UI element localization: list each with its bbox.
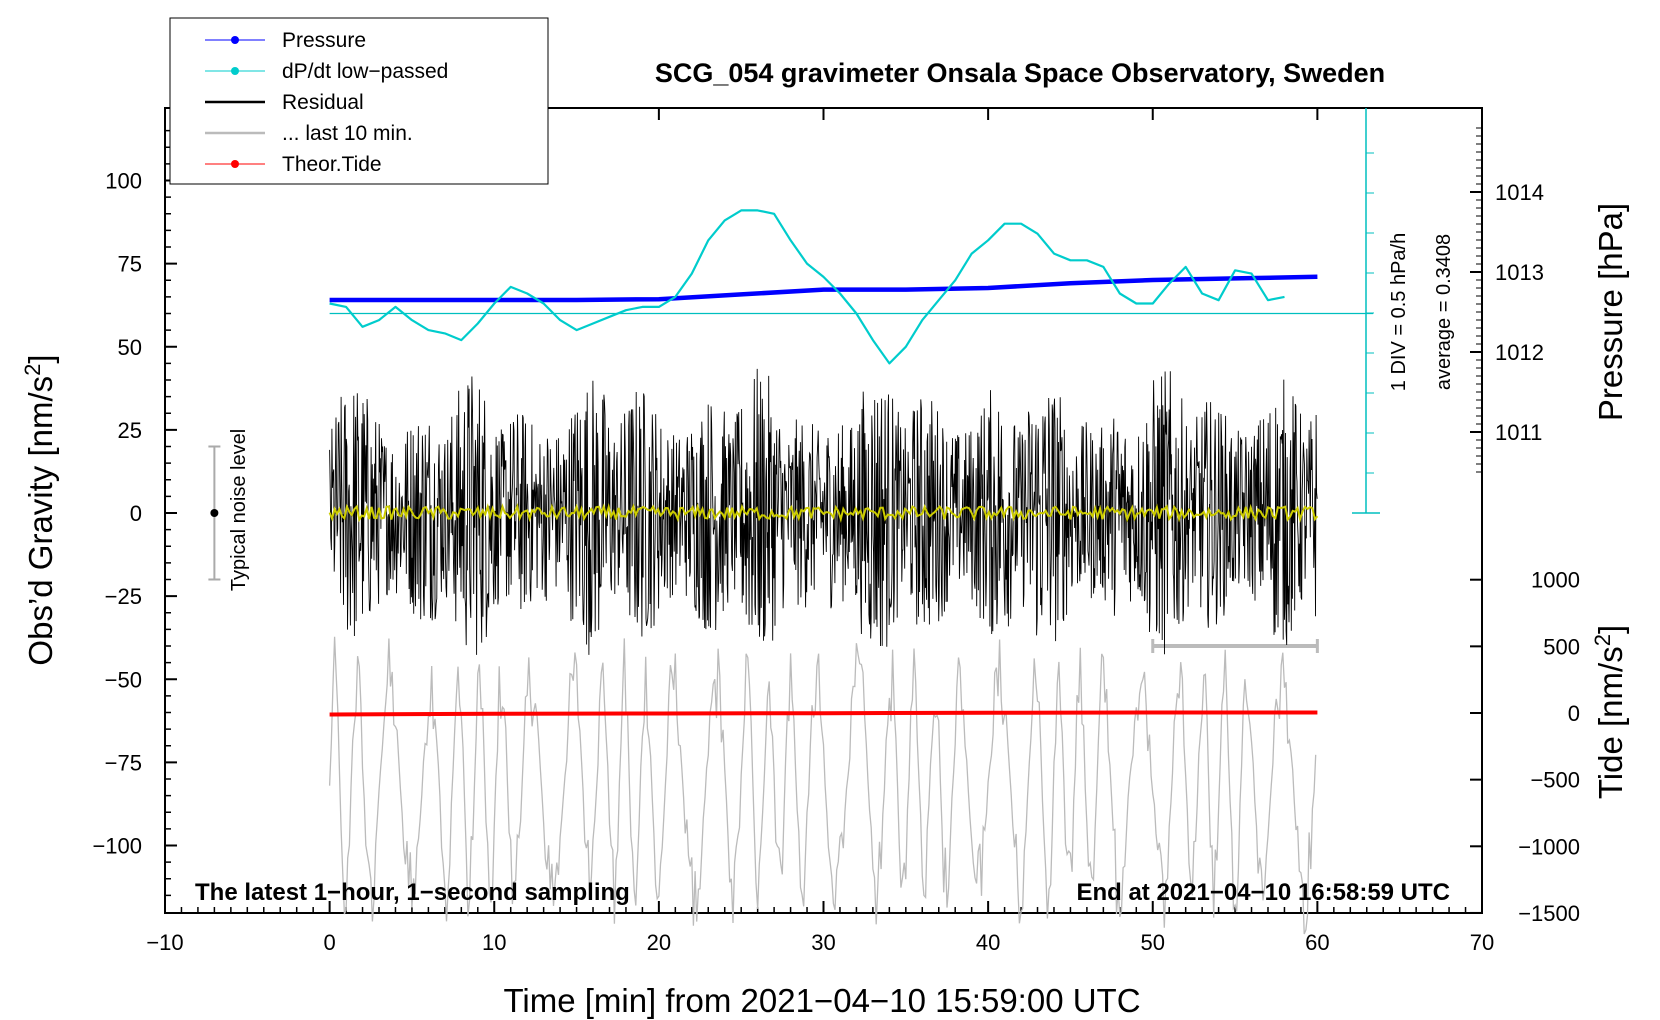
y-tick-label: −50 [105,667,142,692]
noise-level-label: Typical noise level [228,429,250,591]
tide-axis-ticks: 1000 500 0 −500 −1000 −1500 [1470,568,1580,926]
y-axis-ticks: 100 75 50 25 0 −25 −50 −75 −100 [92,129,177,897]
series-residual [329,368,1318,655]
series-residual-lowpassed [328,502,1319,524]
y-axis-title-pressure: Pressure [hPa] [1592,203,1629,421]
tide-tick-label: 500 [1543,634,1580,659]
x-tick-label: 30 [811,930,835,955]
x-tick-label: 50 [1141,930,1165,955]
legend-marker [231,160,239,168]
pressure-tick-label: 1013 [1495,260,1544,285]
legend-label: Residual [282,91,364,114]
y-tick-label: −75 [105,750,142,775]
x-tick-label: 70 [1470,930,1494,955]
y-tick-label: −100 [92,834,142,859]
tide-tick-label: 1000 [1531,568,1580,593]
series-pressure [329,274,1318,303]
y-tick-label: 75 [118,252,142,277]
x-tick-label: 60 [1305,930,1329,955]
x-tick-label: 10 [482,930,506,955]
legend-entries: Pressure dP/dt low−passed Residual ... last… [205,29,448,176]
series-group [328,209,1319,935]
x-axis-ticks: −10 0 10 20 30 40 50 60 70 [146,108,1494,955]
pressure-tick-label: 1012 [1495,340,1544,365]
x-tick-label: 0 [324,930,336,955]
noise-level-dot [210,509,219,517]
dpdt-average-label: average = 0.3408 [1433,234,1455,390]
legend-label: Theor.Tide [282,153,382,176]
dpdt-scale-bar [329,108,1380,514]
y-tick-label: 50 [118,335,142,360]
pressure-axis-ticks: 1014 1013 1012 1011 [1470,127,1544,473]
y-tick-label: 0 [130,501,142,526]
legend-label: Pressure [282,29,366,52]
tide-tick-label: −1000 [1518,834,1580,859]
legend-marker [231,36,239,44]
noise-level-marker [208,445,221,581]
pressure-tick-label: 1014 [1495,180,1544,205]
y-tick-label: 25 [118,418,142,443]
series-dpdt [329,209,1285,365]
tide-tick-label: 0 [1568,701,1580,726]
tide-tick-label: −500 [1530,768,1580,793]
chart-title: SCG_054 gravimeter Onsala Space Observat… [655,58,1385,88]
y-tick-label: 100 [105,169,142,194]
x-tick-label: −10 [146,930,183,955]
y-axis-title-tide: Tide [nm/s2] [1590,625,1629,799]
legend: Pressure dP/dt low−passed Residual ... last… [169,17,549,185]
tide-tick-label: −1500 [1518,901,1580,926]
legend-label: ... last 10 min. [282,122,413,145]
x-tick-label: 20 [647,930,671,955]
series-last-10-min [328,636,1317,935]
legend-marker [231,67,239,75]
dpdt-scale-label: 1 DIV = 0.5 hPa/h [1388,233,1410,391]
corner-label-left: The latest 1−hour, 1−second sampling [195,879,630,906]
x-axis-title: Time [min] from 2021−04−10 15:59:00 UTC [503,982,1140,1019]
pressure-tick-label: 1011 [1495,420,1542,445]
y-tick-label: −25 [105,584,142,609]
legend-label: dP/dt low−passed [282,60,448,83]
series-theoretical-tide [329,710,1318,717]
x-tick-label: 40 [976,930,1000,955]
corner-label-right: End at 2021−04−10 16:58:59 UTC [1076,879,1450,906]
y-axis-title-left: Obs’d Gravity [nm/s2] [20,354,59,665]
